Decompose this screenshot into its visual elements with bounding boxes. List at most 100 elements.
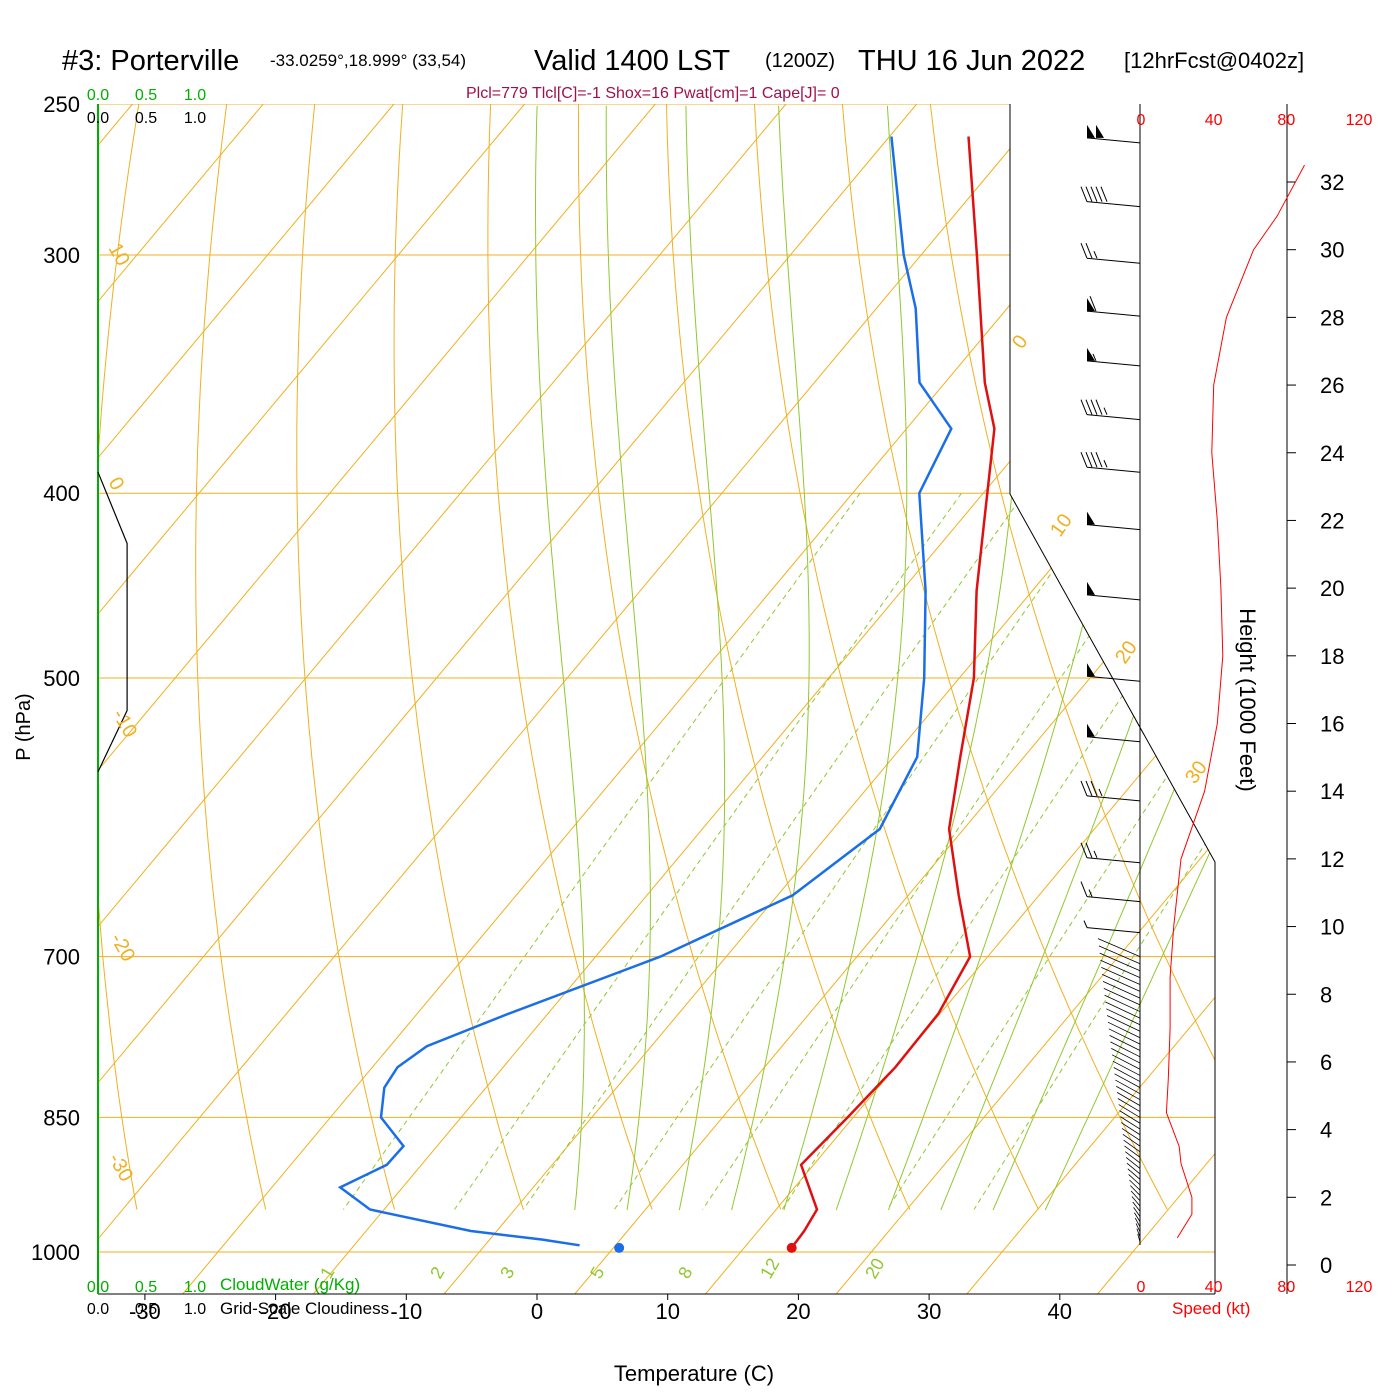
valid-time: Valid 1400 LST <box>534 45 730 77</box>
moist-adiabat-line <box>731 105 810 1211</box>
station-title: #3: Porterville <box>62 45 239 77</box>
wind-barb <box>1086 511 1141 531</box>
dry-adiabat-line <box>195 104 267 1210</box>
isotherm-line <box>835 104 1215 1294</box>
isotherm-label: 30 <box>1181 757 1212 788</box>
x-axis-label: Temperature (C) <box>614 1361 774 1386</box>
wind-barb <box>1080 186 1141 208</box>
isotherm-line <box>98 104 918 1294</box>
mixing-ratio-label: 2 <box>426 1263 448 1282</box>
isotherm-line <box>98 104 1048 1294</box>
wind-barb <box>1086 124 1141 144</box>
dry-adiabat-line <box>754 104 1039 1210</box>
height-tick-label: 30 <box>1320 238 1344 263</box>
isotherm-line <box>98 104 787 1294</box>
height-tick-label: 32 <box>1320 170 1344 195</box>
speed-tick-label-bottom: 0 <box>1137 1279 1146 1296</box>
wind-barb <box>1086 347 1141 367</box>
isotherm-line <box>182 104 1179 1294</box>
cloudwater-tick-bottom: 0.0 <box>87 1279 109 1296</box>
dry-adiabat-line <box>393 104 524 1210</box>
temperature-line <box>790 136 996 1249</box>
height-tick-label: 14 <box>1320 779 1344 804</box>
zulu-time: (1200Z) <box>765 50 835 72</box>
cloudwater-tick-bottom: 0.5 <box>135 1279 157 1296</box>
isotherm-line <box>966 104 1215 1294</box>
pressure-tick-label: 300 <box>43 243 80 268</box>
height-tick-label: 2 <box>1320 1185 1332 1210</box>
height-tick-label: 0 <box>1320 1253 1332 1278</box>
dry-adiabat-line <box>929 104 1215 1210</box>
temperature-tick-label: -30 <box>129 1299 161 1324</box>
cloudiness-tick-bottom: 0.0 <box>87 1301 109 1318</box>
cloudiness-line <box>97 471 128 773</box>
dry-adiabat-line <box>98 104 140 1210</box>
wind-barb <box>1080 881 1141 903</box>
moist-adiabat-line <box>535 105 585 1211</box>
stability-indices: Plcl=779 Tlcl[C]=-1 Shox=16 Pwat[cm]=1 C… <box>466 85 840 102</box>
isotherm-label: 20 <box>1111 637 1142 668</box>
height-tick-label: 16 <box>1320 712 1344 737</box>
cloudiness-tick-top: 1.0 <box>184 110 206 127</box>
station-coords: -33.0259°,18.999° (33,54) <box>270 51 466 70</box>
cloudwater-tick-bottom: 1.0 <box>184 1279 206 1296</box>
dry-adiabat-line <box>0 104 51 1210</box>
moist-adiabat-line <box>678 105 726 1211</box>
speed-tick-label-top: 0 <box>1137 112 1146 129</box>
cloudwater-tick-top: 0.0 <box>87 87 109 104</box>
isotherm-line <box>98 104 656 1294</box>
dewpoint-line <box>337 136 953 1247</box>
cloudiness-tick-top: 0.0 <box>87 110 109 127</box>
moist-adiabat-line <box>992 105 1215 1211</box>
mixing-ratio-line <box>702 492 1188 1210</box>
valid-date: THU 16 Jun 2022 <box>858 45 1085 77</box>
cloudiness-tick-bottom: 1.0 <box>184 1301 206 1318</box>
height-tick-label: 18 <box>1320 644 1344 669</box>
wind-barb <box>1080 243 1141 264</box>
wind-barb <box>1080 399 1141 421</box>
cloudwater-tick-top: 0.5 <box>135 87 157 104</box>
temperature-tick-label: 40 <box>1048 1299 1072 1324</box>
pressure-tick-label: 400 <box>43 481 80 506</box>
height-tick-label: 10 <box>1320 915 1344 940</box>
dry-adiabat-line <box>487 104 653 1210</box>
dry-adiabat-line <box>1370 104 1400 1210</box>
pressure-tick-label: 1000 <box>31 1240 80 1265</box>
wind-barb <box>1080 842 1141 864</box>
dry-adiabat-line <box>577 104 782 1210</box>
dry-adiabat-line <box>841 104 1168 1210</box>
height-tick-label: 8 <box>1320 982 1332 1007</box>
pressure-tick-label: 500 <box>43 666 80 691</box>
wind-barb <box>1083 920 1141 934</box>
wind-barb <box>1086 663 1141 682</box>
height-tick-label: 6 <box>1320 1050 1332 1075</box>
cloudiness-label: Grid-Scale Cloudiness <box>220 1299 389 1318</box>
speed-tick-label-top: 120 <box>1346 112 1373 129</box>
mixing-ratio-line <box>886 492 1215 1210</box>
speed-tick-label-top: 40 <box>1205 112 1223 129</box>
isotherm-label: 0 <box>1008 331 1032 353</box>
cloudwater-tick-top: 1.0 <box>184 87 206 104</box>
plot-border <box>1009 104 1216 1294</box>
surface-temperature-dot <box>786 1242 797 1253</box>
isotherm-label: -20 <box>106 930 140 966</box>
temperature-tick-label: 0 <box>531 1299 543 1324</box>
wind-barb <box>1080 452 1141 473</box>
temperature-tick-label: -20 <box>260 1299 292 1324</box>
isotherm-line <box>1359 104 1400 1294</box>
moist-adiabat-line <box>1044 105 1215 1211</box>
isotherm-label: 0 <box>104 474 129 495</box>
moist-adiabat-line <box>605 105 651 1211</box>
mixing-ratio-line <box>781 492 1215 1210</box>
temperature-tick-label: 30 <box>917 1299 941 1324</box>
y-axis-label: P (hPa) <box>13 693 35 760</box>
isotherm-label: 10 <box>104 240 134 270</box>
pressure-tick-label: 250 <box>43 92 80 117</box>
wind-barb <box>1080 780 1141 802</box>
temperature-tick-label: 20 <box>786 1299 810 1324</box>
isotherm-line <box>98 104 525 1294</box>
height-tick-label: 26 <box>1320 373 1344 398</box>
isotherm-line <box>443 104 1215 1294</box>
cloudiness-tick-top: 0.5 <box>135 110 157 127</box>
speed-tick-label-bottom: 40 <box>1205 1279 1223 1296</box>
